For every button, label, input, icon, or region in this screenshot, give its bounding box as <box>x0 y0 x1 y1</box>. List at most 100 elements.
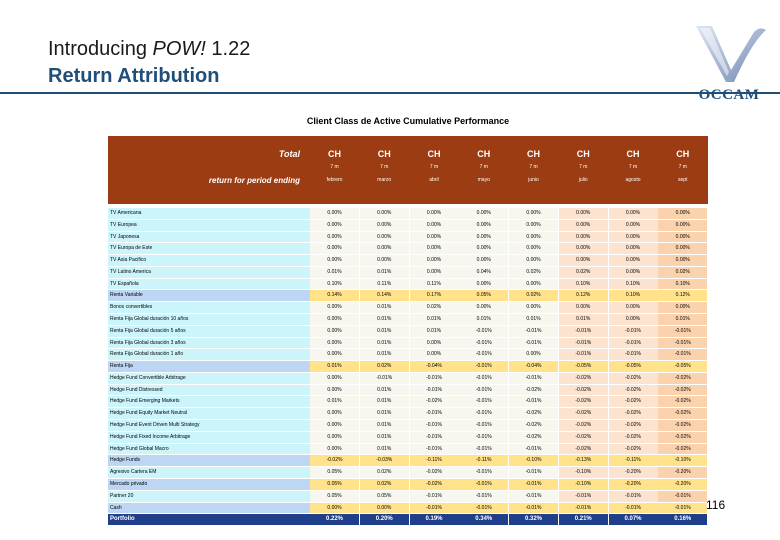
table-title: Client Class de Active Cumulative Perfor… <box>306 116 510 126</box>
row-label: Renta Fija Global duración 1 año <box>108 349 310 361</box>
row-label: Renta Fija Global duración 10 años <box>108 314 310 325</box>
table-cell: 0.00% <box>409 349 459 361</box>
column-header-mid: 7 m <box>380 164 389 170</box>
table-row: TV Asia Pacifico 0.00% 0.00% 0.00% 0.00% 0.00… <box>108 255 708 266</box>
table-cell: 0.02% <box>509 266 558 278</box>
table-cell: -0.01% <box>658 502 708 514</box>
table-cell: 0.01% <box>359 408 409 420</box>
title-suffix: 1.22 <box>205 38 251 60</box>
table-cell: -0.01% <box>608 502 658 514</box>
table-cell: 0.22% <box>310 514 359 526</box>
table-cell: 0.01% <box>359 420 409 431</box>
table-cell: -0.01% <box>459 502 509 514</box>
column-header-mid: 7 m <box>529 164 538 170</box>
table-cell: -0.10% <box>558 478 608 490</box>
column-header-mid: 7 m <box>429 164 439 170</box>
table-cell: 0.00% <box>509 243 558 255</box>
column-header: CH 7 m agosto <box>609 136 658 204</box>
column-header: CH 7 m febrero <box>310 136 359 204</box>
table-cell: 0.00% <box>310 349 359 361</box>
table-cell: 0.00% <box>608 314 658 325</box>
table-cell: 0.00% <box>310 208 359 219</box>
table-cell: 0.00% <box>310 384 359 396</box>
row-label: Mercado privado <box>108 478 310 490</box>
row-label: Hedge Fund Emerging Markets <box>108 396 310 408</box>
row-label: Agresivo Cartera EM <box>108 467 310 478</box>
header-rule <box>0 92 780 94</box>
table-cell: -0.02% <box>658 443 708 455</box>
column-header-top: CH <box>328 149 341 159</box>
table-cell: 0.01% <box>359 396 409 408</box>
table-cell: 0.00% <box>310 443 359 455</box>
table-cell: -0.01% <box>409 384 459 396</box>
row-label: Cash <box>108 502 310 514</box>
table-cell: -0.02% <box>558 420 608 431</box>
table-row: Agresivo Cartera EM 0.05% 0.02% -0.02% -0.01… <box>108 467 708 478</box>
page-number: 116 <box>706 498 726 512</box>
table-cell: 0.04% <box>459 266 509 278</box>
table-cell: 0.00% <box>310 302 359 314</box>
table-cell: 0.00% <box>409 219 459 231</box>
table-cell: 0.01% <box>558 314 608 325</box>
row-label: Hedge Fund Equity Market Neutral <box>108 408 310 420</box>
table-row: Hedge Funds -0.02% -0.03% -0.11% -0.11% -0.10… <box>108 455 708 467</box>
table-cell: 0.00% <box>359 208 409 219</box>
column-header-mid: 7 m <box>579 164 588 170</box>
table-cell: -0.01% <box>459 467 509 478</box>
table-row: Renta Fija Global duración 1 año 0.00% 0.0… <box>108 349 708 361</box>
table-cell: -0.01% <box>558 325 608 337</box>
table-row: Renta Variable 0.14% 0.14% 0.17% 0.05% 0.02% 0… <box>108 290 708 302</box>
table-cell: -0.10% <box>509 455 558 467</box>
table-cell: -0.01% <box>509 490 558 502</box>
row-label: Partner 20 <box>108 490 310 502</box>
row-label: TV Americana <box>108 208 310 219</box>
table-cell: -0.01% <box>558 337 608 349</box>
table-cell: 0.00% <box>310 420 359 431</box>
table-cell: 0.01% <box>310 266 359 278</box>
table-cell: 0.10% <box>608 278 658 290</box>
table-cell: -0.11% <box>459 455 509 467</box>
table-cell: -0.01% <box>509 502 558 514</box>
table-row: Hedge Fund Fixed Income Arbitrage 0.00% 0.… <box>108 431 708 443</box>
table-cell: 0.00% <box>608 208 658 219</box>
table-cell: -0.01% <box>409 490 459 502</box>
table-cell: 0.10% <box>658 278 708 290</box>
table-cell: 0.05% <box>459 290 509 302</box>
table-cell: -0.02% <box>409 478 459 490</box>
table-cell: 0.00% <box>310 219 359 231</box>
table-cell: 0.05% <box>359 490 409 502</box>
table-cell: 0.01% <box>359 431 409 443</box>
table-cell: -0.01% <box>509 396 558 408</box>
table-cell: -0.02% <box>509 420 558 431</box>
table-cell: 0.05% <box>310 490 359 502</box>
table-cell: 0.07% <box>608 514 658 526</box>
table-cell: -0.02% <box>608 431 658 443</box>
table-cell: -0.01% <box>558 502 608 514</box>
table-cell: 0.00% <box>409 231 459 243</box>
column-header-top: CH <box>427 149 441 159</box>
column-header-mid: 7 m <box>479 164 488 170</box>
table-cell: 0.01% <box>359 349 409 361</box>
table-cell: -0.01% <box>658 490 708 502</box>
table-cell: 0.00% <box>509 255 558 266</box>
total-label: Total <box>278 149 300 159</box>
table-cell: 0.00% <box>359 219 409 231</box>
table-cell: 0.00% <box>359 231 409 243</box>
column-header: CH 7 m marzo <box>360 136 409 204</box>
table-cell: -0.02% <box>658 408 708 420</box>
table-cell: -0.01% <box>409 372 459 384</box>
table-cell: -0.02% <box>608 372 658 384</box>
column-header-bottom: abril <box>429 177 439 183</box>
table-cell: 0.00% <box>310 502 359 514</box>
slide-subtitle: Return Attribution <box>48 65 220 87</box>
return-period-label: return for period ending <box>208 176 300 185</box>
table-cell: 0.05% <box>310 478 359 490</box>
table-cell: 0.00% <box>459 302 509 314</box>
row-label: Renta Variable <box>108 290 310 302</box>
table-cell: 0.32% <box>509 514 558 526</box>
table-cell: -0.01% <box>509 372 558 384</box>
table-cell: -0.01% <box>359 372 409 384</box>
table-cell: -0.05% <box>608 361 658 372</box>
table-row: TV Europa de Este 0.00% 0.00% 0.00% 0.00% 0.0… <box>108 243 708 255</box>
table-cell: -0.01% <box>459 396 509 408</box>
